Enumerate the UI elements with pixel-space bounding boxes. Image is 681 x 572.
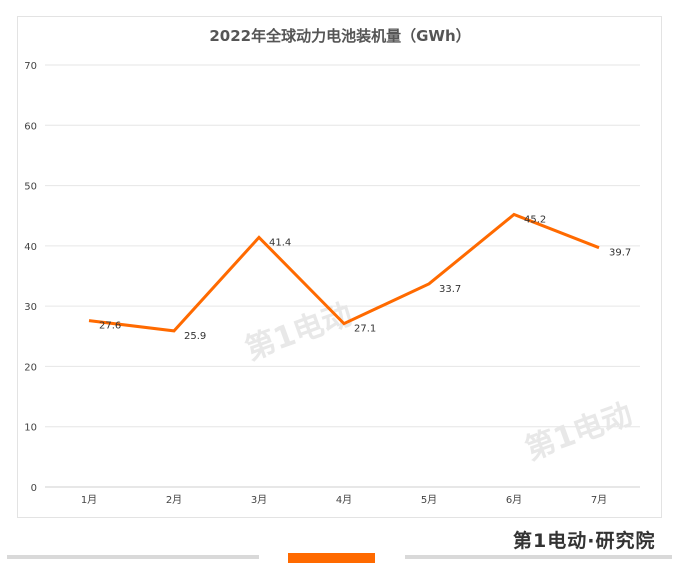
footer-divider-right xyxy=(405,555,672,559)
x-tick-label: 6月 xyxy=(506,494,522,506)
data-label: 27.1 xyxy=(354,324,376,335)
y-tick-label: 40 xyxy=(24,242,37,253)
x-tick-label: 3月 xyxy=(251,494,267,506)
x-tick-label: 1月 xyxy=(81,494,97,506)
series-line xyxy=(88,212,600,333)
x-tick-label: 4月 xyxy=(336,494,352,506)
y-tick-label: 70 xyxy=(24,61,37,72)
footer-logo: 第1电动·研究院 xyxy=(513,530,656,552)
footer-accent-bar xyxy=(288,553,375,563)
data-label: 41.4 xyxy=(269,237,291,248)
watermark: 第1电动 xyxy=(241,297,357,368)
y-tick-label: 20 xyxy=(24,362,37,373)
data-label: 27.6 xyxy=(99,321,121,332)
data-label: 45.2 xyxy=(524,215,546,226)
footer-divider-left xyxy=(7,555,259,559)
y-tick-label: 0 xyxy=(31,483,37,494)
chart-title: 2022年全球动力电池装机量（GWh） xyxy=(209,27,470,45)
y-tick-label: 60 xyxy=(24,121,37,132)
chart-frame xyxy=(17,16,662,518)
y-tick-label: 30 xyxy=(24,302,37,313)
x-tick-label: 2月 xyxy=(166,494,182,506)
x-tick-label: 7月 xyxy=(591,494,607,506)
data-label: 25.9 xyxy=(184,331,206,342)
watermark: 第1电动 xyxy=(521,397,637,468)
x-tick-label: 5月 xyxy=(421,494,437,506)
data-label: 39.7 xyxy=(609,248,631,259)
y-tick-label: 10 xyxy=(24,423,37,434)
y-tick-label: 50 xyxy=(24,182,37,193)
data-label: 33.7 xyxy=(439,284,461,295)
